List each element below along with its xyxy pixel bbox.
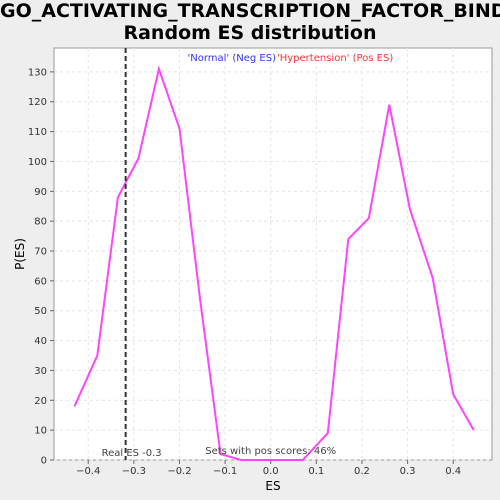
- legend-neg-es: 'Normal' (Neg ES): [188, 53, 277, 64]
- real-es-label: Real ES -0.3: [102, 448, 162, 459]
- y-tick-label: 20: [34, 396, 47, 407]
- y-tick-label: 40: [34, 336, 47, 347]
- pos-scores-annotation: Sets with pos scores: 46%: [205, 446, 336, 457]
- y-tick-label: 110: [28, 127, 47, 138]
- legend-pos-es: 'Hypertension' (Pos ES): [277, 53, 393, 64]
- grid-lines: [54, 48, 492, 461]
- y-tick-label: 80: [34, 217, 47, 228]
- chart-title-line-2: Random ES distribution: [123, 22, 377, 44]
- series-line: [73, 65, 475, 461]
- y-tick-label: 100: [28, 157, 47, 168]
- y-tick-label: 10: [34, 426, 47, 437]
- y-tick-label: 130: [28, 67, 47, 78]
- y-tick-label: 60: [34, 276, 47, 287]
- y-tick-label: 120: [28, 97, 47, 108]
- x-tick-label: −0.4: [76, 466, 100, 477]
- axis-ticks: 0 10 20 30 40 50 60 70 80 90 100 110 120 130 −0.4 −0.3 −…: [28, 67, 461, 477]
- y-tick-label: 50: [34, 306, 47, 317]
- x-tick-label: −0.1: [213, 466, 237, 477]
- x-tick-label: 0.4: [445, 466, 461, 477]
- x-tick-label: −0.3: [122, 466, 146, 477]
- x-tick-label: 0.3: [400, 466, 416, 477]
- y-tick-label: 70: [34, 247, 47, 258]
- y-tick-label: 90: [34, 187, 47, 198]
- x-tick-label: 0.0: [263, 466, 279, 477]
- chart-title: GO_ACTIVATING_TRANSCRIPTION_FACTOR_BINDI…: [0, 0, 500, 44]
- x-tick-label: −0.2: [167, 466, 191, 477]
- x-axis-label: ES: [265, 479, 280, 493]
- plot-area: [53, 47, 493, 461]
- x-tick-label: 0.1: [308, 466, 324, 477]
- chart-title-line-1: GO_ACTIVATING_TRANSCRIPTION_FACTOR_BINDI…: [0, 0, 500, 22]
- y-tick-label: 30: [34, 366, 47, 377]
- x-tick-label: 0.2: [354, 466, 370, 477]
- y-axis-label: P(ES): [13, 238, 27, 270]
- y-tick-label: 0: [41, 456, 47, 467]
